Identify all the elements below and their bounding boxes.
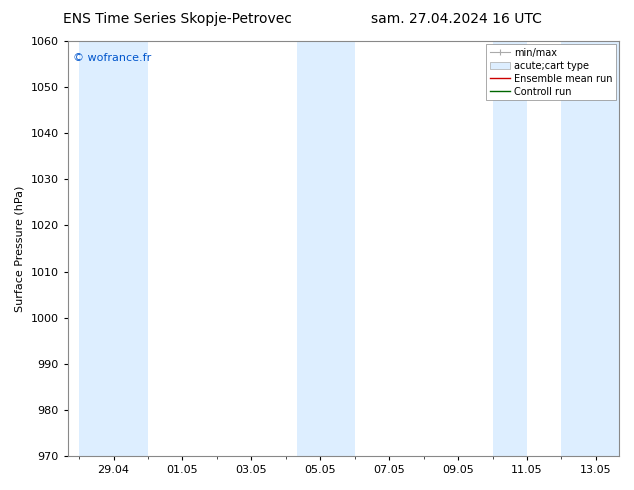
Text: © wofrance.fr: © wofrance.fr <box>73 53 152 64</box>
Text: sam. 27.04.2024 16 UTC: sam. 27.04.2024 16 UTC <box>371 12 542 26</box>
Bar <box>113 41 148 456</box>
Bar <box>79 41 113 456</box>
Bar <box>297 41 355 456</box>
Legend: min/max, acute;cart type, Ensemble mean run, Controll run: min/max, acute;cart type, Ensemble mean … <box>486 44 616 100</box>
Y-axis label: Surface Pressure (hPa): Surface Pressure (hPa) <box>15 185 25 312</box>
Bar <box>493 41 527 456</box>
Bar <box>562 41 619 456</box>
Text: ENS Time Series Skopje-Petrovec: ENS Time Series Skopje-Petrovec <box>63 12 292 26</box>
